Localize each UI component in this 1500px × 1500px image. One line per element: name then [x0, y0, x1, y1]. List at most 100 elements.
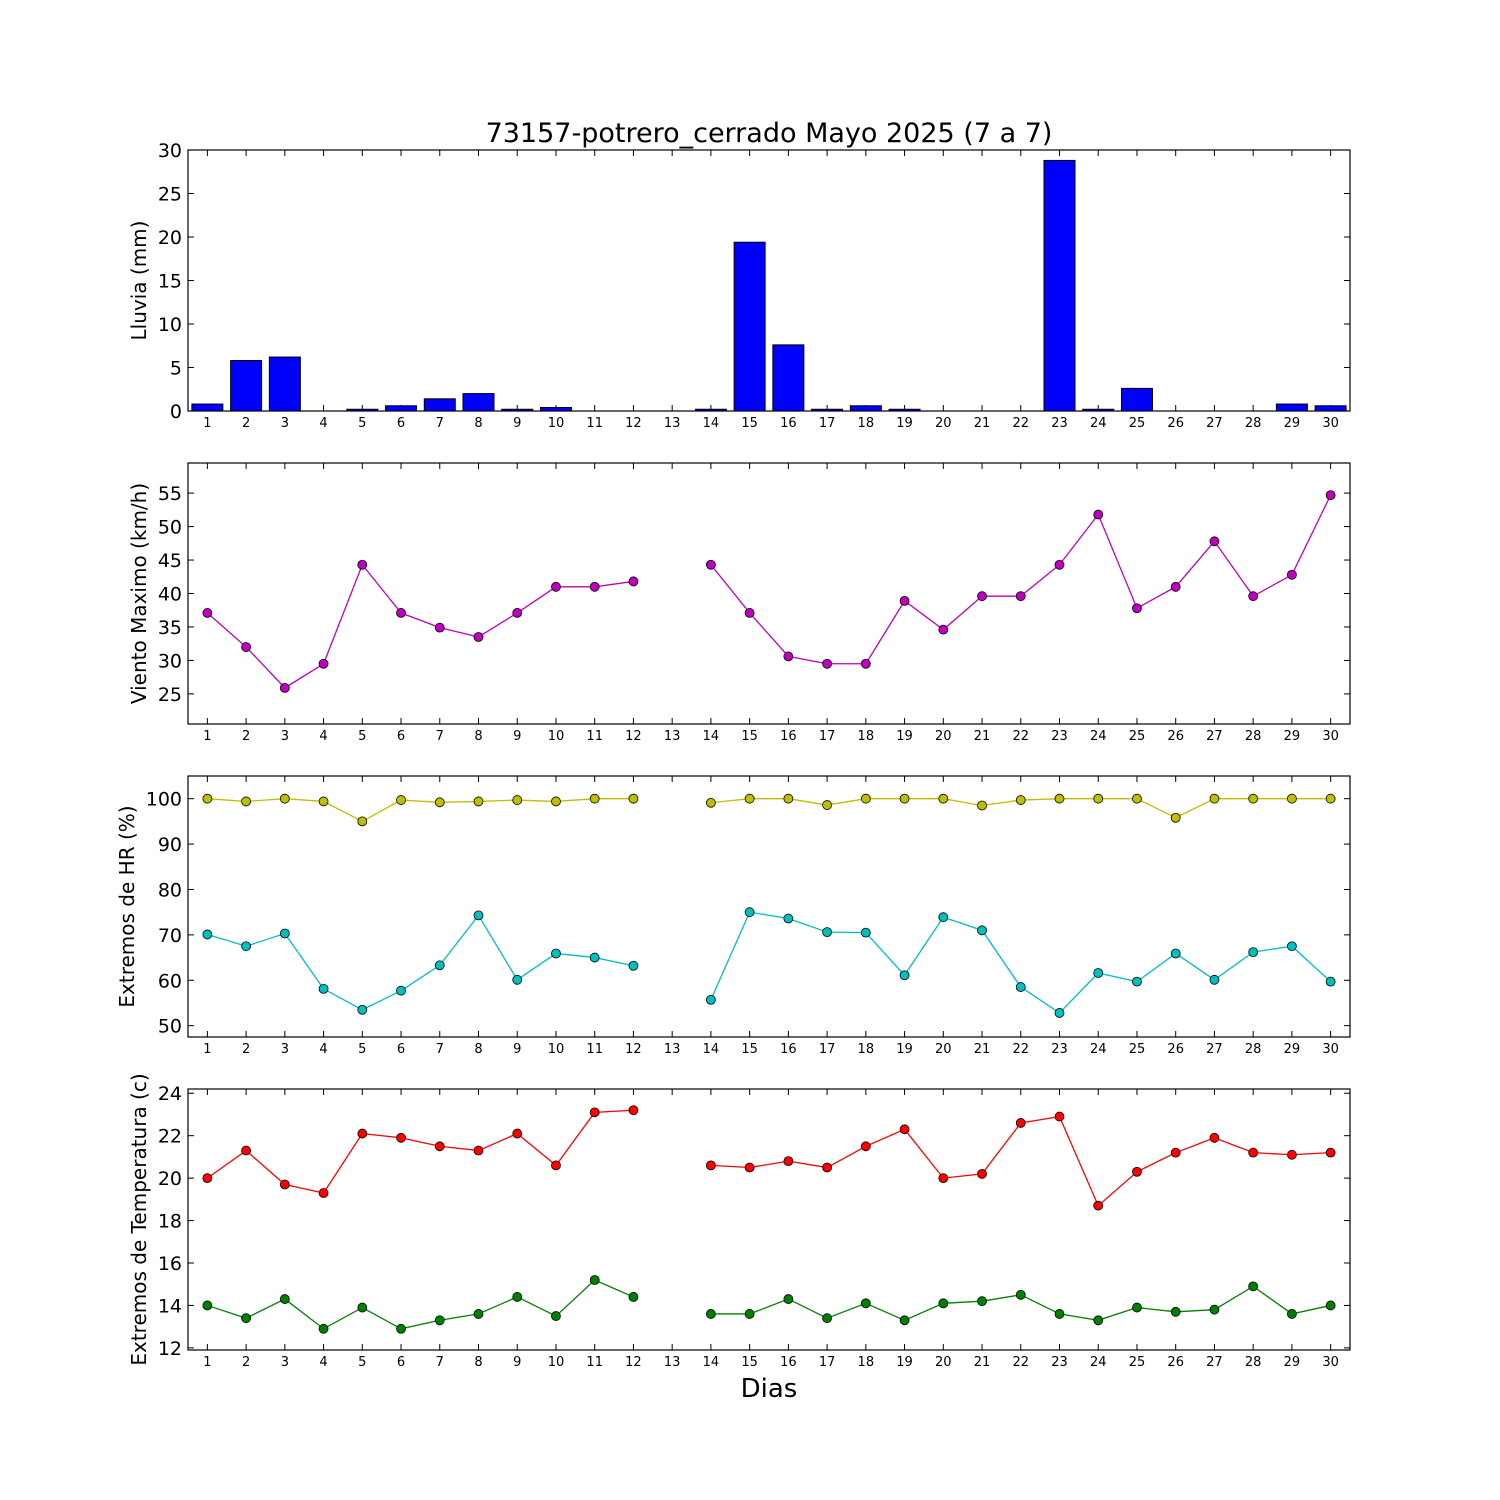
data-point	[977, 1168, 987, 1179]
bar	[1314, 405, 1347, 412]
data-point	[512, 1128, 523, 1139]
data-point	[706, 1160, 716, 1171]
bar	[191, 403, 224, 412]
data-point	[1209, 536, 1220, 547]
data-point	[202, 1300, 213, 1311]
series-line-1	[206, 494, 1332, 689]
data-point	[1287, 1149, 1297, 1160]
y-tick-label: 20	[158, 1168, 182, 1190]
x-tick-label: 22	[1012, 1355, 1029, 1370]
data-point	[202, 793, 213, 804]
y-tick-label: 0	[170, 401, 182, 423]
data-point	[628, 576, 639, 587]
series-line-2	[207, 1279, 1331, 1330]
x-tick-label: 9	[513, 1042, 521, 1057]
x-tick-label: 12	[625, 729, 642, 744]
x-tick-label: 24	[1090, 416, 1107, 431]
y-tick-label: 18	[158, 1211, 182, 1233]
data-point	[1132, 976, 1142, 987]
x-tick-label: 26	[1167, 1042, 1184, 1057]
data-point	[860, 1298, 871, 1309]
data-point	[938, 1298, 949, 1309]
data-point	[860, 927, 871, 938]
x-tick-label: 25	[1129, 1042, 1146, 1057]
data-point	[1209, 1132, 1220, 1143]
data-point	[434, 1141, 445, 1152]
data-point	[899, 595, 910, 606]
x-tick-label: 29	[1284, 1042, 1301, 1057]
x-tick-label: 13	[664, 1355, 681, 1370]
data-point	[1132, 1302, 1142, 1313]
x-tick-label: 6	[397, 416, 405, 431]
data-point	[860, 658, 871, 669]
series-line-1	[206, 1109, 1331, 1207]
x-tick-label: 25	[1129, 729, 1146, 744]
x-tick-label: 20	[935, 416, 952, 431]
x-tick-label: 5	[358, 729, 366, 744]
x-tick-label: 5	[358, 416, 366, 431]
x-tick-label: 8	[474, 1042, 482, 1057]
data-point	[318, 796, 329, 807]
data-point	[706, 994, 716, 1005]
x-tick-label: 26	[1167, 1355, 1184, 1370]
x-tick-label: 19	[896, 729, 913, 744]
data-point	[1132, 793, 1142, 804]
data-point	[706, 559, 716, 570]
data-point	[473, 796, 484, 807]
x-tick-label: 1	[203, 416, 211, 431]
y-tick-label: 14	[158, 1295, 182, 1317]
data-point	[977, 800, 987, 811]
x-tick-label: 30	[1322, 729, 1339, 744]
y-tick-label: 70	[158, 925, 182, 947]
data-point	[241, 1313, 252, 1324]
x-tick-label: 30	[1322, 1042, 1339, 1057]
data-point	[473, 632, 484, 642]
x-tick-label: 27	[1206, 1042, 1223, 1057]
data-point	[783, 793, 794, 804]
x-tick-label: 3	[281, 416, 289, 431]
x-tick-label: 18	[858, 729, 875, 744]
data-point	[589, 793, 600, 804]
data-point	[628, 793, 639, 804]
data-point	[357, 1004, 368, 1015]
x-tick-label: 16	[780, 1355, 797, 1370]
data-point	[279, 793, 290, 804]
x-tick-label: 15	[741, 1042, 758, 1057]
data-point	[1015, 795, 1026, 805]
data-point	[473, 910, 484, 921]
data-point	[279, 682, 290, 693]
x-tick-label: 17	[819, 416, 836, 431]
data-point	[628, 1105, 639, 1116]
data-point	[783, 913, 794, 924]
data-point	[1325, 976, 1336, 987]
y-tick-label: 30	[158, 650, 182, 672]
x-tick-label: 14	[703, 416, 720, 431]
data-point	[512, 608, 523, 618]
x-tick-label: 4	[319, 1355, 327, 1370]
x-tick-label: 2	[242, 1042, 250, 1057]
data-point	[318, 983, 329, 994]
data-point	[783, 651, 794, 662]
data-point	[1209, 793, 1220, 804]
data-point	[783, 1156, 794, 1167]
data-point	[202, 608, 213, 618]
x-tick-label: 7	[436, 1355, 444, 1370]
x-tick-label: 10	[548, 1355, 565, 1370]
data-point	[589, 581, 600, 592]
x-tick-label: 3	[281, 1355, 289, 1370]
x-tick-label: 11	[586, 416, 603, 431]
x-tick-label: 19	[896, 416, 913, 431]
x-tick-label: 4	[319, 1042, 327, 1057]
plot-frame	[187, 462, 1351, 725]
x-tick-label: 2	[242, 1355, 250, 1370]
x-tick-label: 4	[319, 729, 327, 744]
x-tick-label: 6	[397, 729, 405, 744]
data-point	[1093, 509, 1104, 520]
data-point	[589, 1107, 600, 1118]
x-tick-label: 19	[896, 1042, 913, 1057]
data-point	[357, 1128, 368, 1139]
x-tick-label: 15	[741, 1355, 758, 1370]
x-tick-label: 23	[1051, 1355, 1068, 1370]
